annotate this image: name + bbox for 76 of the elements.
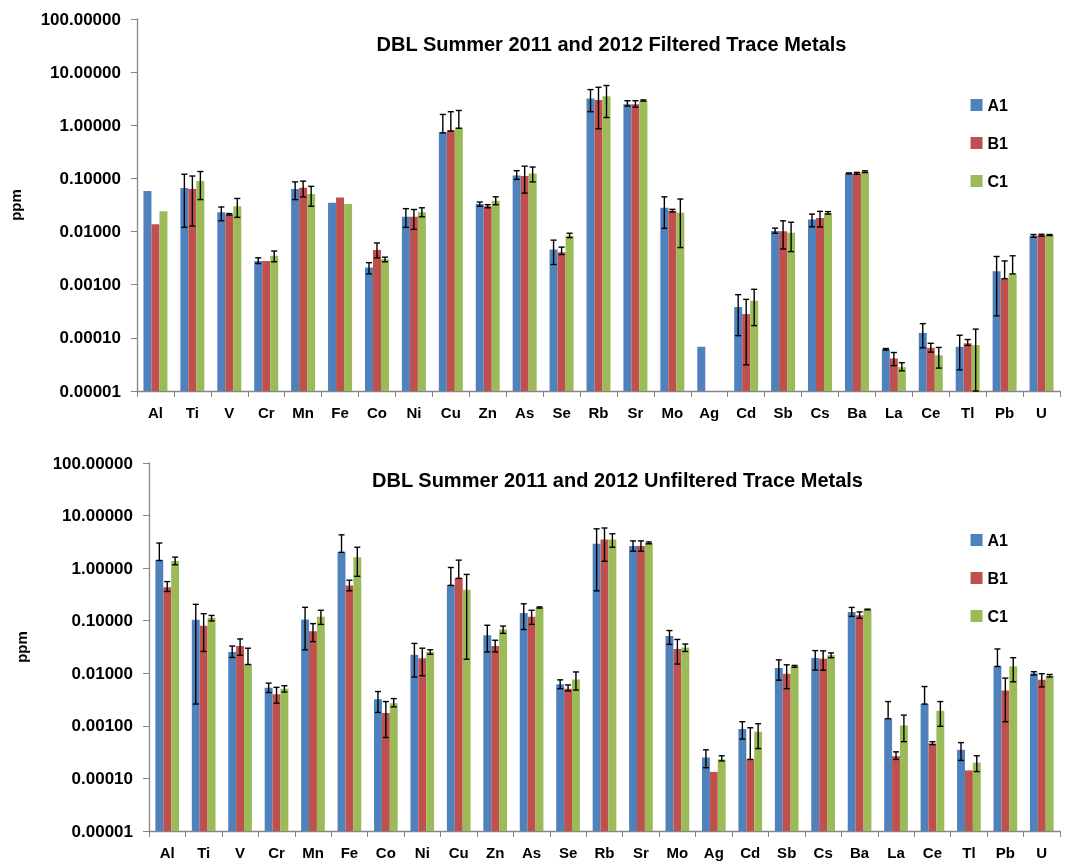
x-tick-label: Ni [406,404,422,421]
x-tick-label: Ce [921,404,941,421]
x-tick-label: Pb [995,404,1015,421]
x-tick-label: Fe [331,404,349,421]
y-tick-label: 100.00000 [52,453,133,473]
x-tick-label: Rb [594,844,615,861]
legend-label: C1 [987,172,1009,190]
x-tick-label: Ti [197,844,211,861]
y-tick-label: 10.00000 [50,62,121,82]
legend-label: A1 [987,96,1009,114]
y-tick-label: 1.00000 [59,115,121,135]
x-tick-label: Al [159,844,175,861]
x-tick-label: Sr [627,404,644,421]
legend-label: C1 [987,607,1009,625]
x-tick-label: Sr [633,844,650,861]
legend-label: A1 [987,531,1009,549]
x-tick-label: Tl [962,844,976,861]
x-tick-label: Pb [995,844,1015,861]
x-tick-label: V [235,844,246,861]
x-tick-label: Rb [588,404,609,421]
text: DBL Summer 2011 and 2012 Filtered Trace Metals [376,33,847,55]
y-tick-label: 0.00001 [59,381,121,401]
x-tick-label: Ag [699,404,720,421]
x-tick-label: Fe [340,844,359,861]
x-tick-label: As [515,404,535,421]
y-axis-title: ppm [13,631,30,663]
y-tick-label: 0.10000 [71,611,133,631]
y-tick-label: 0.00010 [71,768,133,788]
x-tick-label: Cd [740,844,761,861]
x-tick-label: Sb [773,404,793,421]
x-tick-label: V [224,404,235,421]
y-tick-label: 0.00100 [59,275,121,295]
x-tick-label: Zn [478,404,497,421]
x-tick-label: Se [552,404,571,421]
y-tick-label: 100.00000 [40,9,121,29]
x-tick-label: Co [366,404,387,421]
x-tick-label: Zn [486,844,505,861]
y-tick-label: 0.00010 [59,328,121,348]
chart-title: DBL Summer 2011 and 2012 Unfiltered Trace Metals [372,469,863,491]
x-tick-label: Ba [849,844,870,861]
y-tick-label: 1.00000 [71,558,133,578]
x-tick-label: Cd [736,404,757,421]
x-tick-label: Al [147,404,163,421]
x-tick-label: Mo [661,404,684,421]
x-tick-label: La [887,844,906,861]
x-tick-label: Ni [414,844,430,861]
x-tick-label: Sb [777,844,797,861]
x-tick-label: Mn [302,844,324,861]
legend-label: B1 [987,134,1009,152]
y-tick-label: 0.00001 [71,821,133,841]
x-tick-label: La [885,404,904,421]
x-tick-label: Cu [440,404,461,421]
y-axis-title: ppm [7,189,24,221]
x-tick-label: U [1036,844,1048,861]
x-tick-label: Cs [813,844,833,861]
legend-label: B1 [987,569,1009,587]
x-tick-label: Mo [666,844,689,861]
x-tick-label: Mn [292,404,314,421]
x-tick-label: Cu [448,844,469,861]
x-tick-label: Ce [922,844,943,861]
y-tick-label: 0.01000 [59,222,121,242]
y-tick-label: 0.01000 [71,663,133,683]
x-tick-label: Co [375,844,396,861]
x-tick-label: Ti [185,404,199,421]
x-tick-label: Ba [847,404,868,421]
x-tick-label: Tl [961,404,975,421]
y-tick-label: 10.00000 [62,506,133,526]
y-tick-label: 0.00100 [71,716,133,736]
x-tick-label: Cr [268,844,286,861]
x-tick-label: As [522,844,542,861]
x-tick-label: Se [558,844,578,861]
y-tick-label: 0.10000 [59,168,121,188]
x-tick-label: Cr [257,404,275,421]
x-tick-label: Cs [810,404,830,421]
x-tick-label: U [1036,404,1047,421]
x-tick-label: Ag [703,844,724,861]
